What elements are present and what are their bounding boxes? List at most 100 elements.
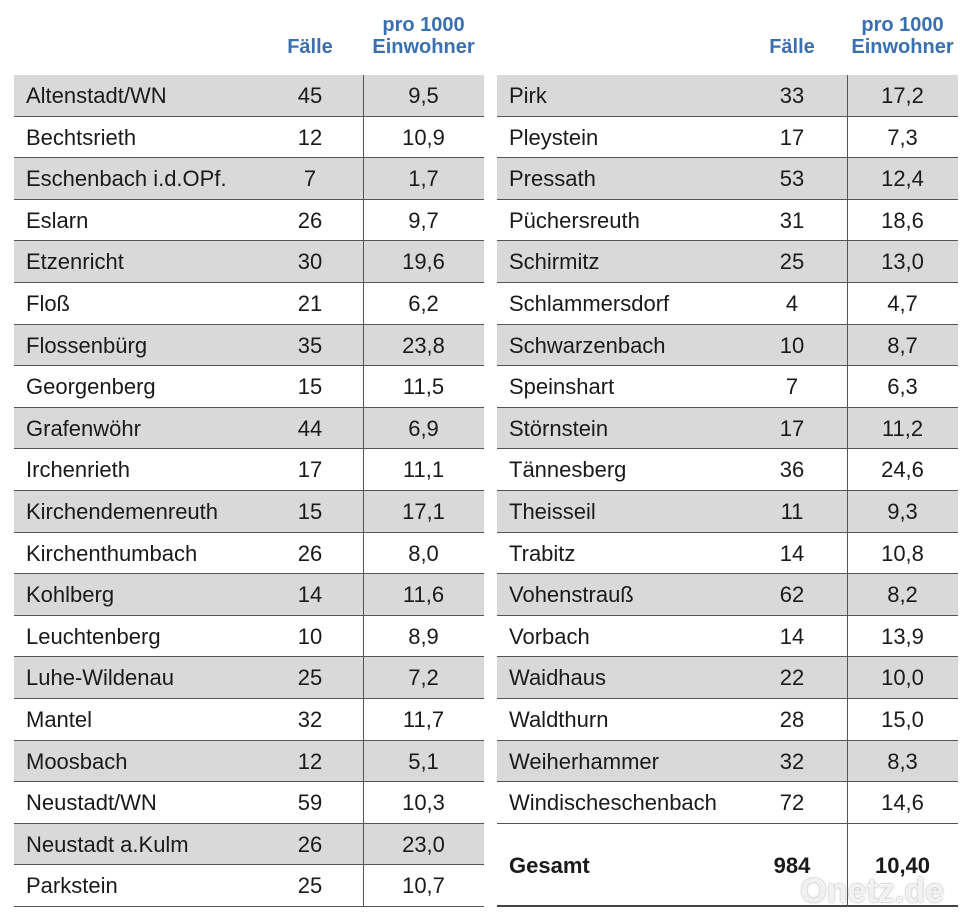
table-row <box>497 116 958 159</box>
cell-cases: 10 <box>297 623 323 649</box>
cell-name: Trabitz <box>509 540 576 566</box>
header-rate: pro 1000 <box>382 14 465 36</box>
table-row <box>497 532 958 575</box>
cell-cases: 14 <box>297 582 323 608</box>
cell-rate: 18,6 <box>881 207 924 233</box>
table-row <box>497 615 958 658</box>
cell-cases: 22 <box>779 665 805 691</box>
cell-cases: 30 <box>297 249 323 275</box>
cell-cases: 11 <box>780 499 804 524</box>
cell-rate: 15,0 <box>881 707 924 732</box>
table-row <box>14 782 484 824</box>
cell-name: Weiherhammer <box>509 748 659 774</box>
cell-cases: 25 <box>779 249 805 275</box>
cell-name: Schlammersdorf <box>509 291 670 316</box>
cell-name: Tännesberg <box>509 457 627 483</box>
cell-name: Eschenbach i.d.OPf. <box>26 166 227 192</box>
cell-cases: 53 <box>779 166 805 192</box>
header-rate: Einwohner <box>851 36 954 58</box>
table-row <box>497 407 958 450</box>
cell-cases: 7 <box>785 374 799 400</box>
header-cases: Fälle <box>769 36 815 58</box>
table-row <box>497 782 958 824</box>
cell-cases: 21 <box>297 291 323 316</box>
cell-name: Moosbach <box>26 748 128 774</box>
cell-rate: 23,8 <box>402 332 445 358</box>
table-row <box>497 241 958 283</box>
cell-cases: 14 <box>779 623 805 649</box>
cell-rate: 8,0 <box>408 540 439 566</box>
cell-rate: 17,2 <box>881 83 924 108</box>
table-row <box>14 283 484 325</box>
table-row <box>14 532 484 575</box>
cell-rate: 19,6 <box>402 249 445 275</box>
cell-rate: 13,0 <box>881 249 924 275</box>
table-row <box>497 491 958 533</box>
total-rate: 10,40 <box>874 852 931 878</box>
table-row <box>14 324 484 367</box>
total-cases: 984 <box>773 852 811 878</box>
cell-rate: 1,7 <box>408 166 439 192</box>
table-row <box>14 241 484 283</box>
table-row <box>497 449 958 491</box>
cell-rate: 9,3 <box>887 499 918 524</box>
cell-cases: 17 <box>779 124 805 150</box>
cell-name: Theisseil <box>509 499 596 524</box>
cell-name: Pirk <box>509 83 547 108</box>
table-row <box>14 865 484 907</box>
cell-name: Pleystein <box>509 124 599 150</box>
header-rate: pro 1000 <box>861 14 944 36</box>
total-name: Gesamt <box>509 852 590 878</box>
cell-cases: 12 <box>297 124 323 150</box>
table-row <box>14 75 484 117</box>
cell-name: Bechtsrieth <box>26 124 137 150</box>
cell-rate: 9,5 <box>408 83 439 108</box>
cell-rate: 12,4 <box>881 166 924 192</box>
table-row <box>497 366 958 408</box>
cell-cases: 72 <box>779 790 805 816</box>
table-row <box>14 491 484 533</box>
cell-name: Altenstadt/WN <box>26 83 167 108</box>
cell-cases: 45 <box>297 83 323 108</box>
cell-name: Vohenstrauß <box>509 582 634 608</box>
cell-rate: 6,9 <box>408 415 439 441</box>
cell-name: Schirmitz <box>509 249 600 275</box>
header-cases: Fälle <box>287 36 333 58</box>
cell-cases: 25 <box>297 665 323 691</box>
cell-cases: 15 <box>297 374 323 400</box>
cell-rate: 8,7 <box>887 332 918 358</box>
cell-rate: 11,5 <box>402 374 445 400</box>
table-row <box>14 199 484 242</box>
table-row <box>14 615 484 658</box>
table-row <box>497 75 958 117</box>
cell-rate: 5,1 <box>408 748 439 774</box>
cell-rate: 9,7 <box>408 207 439 233</box>
cell-name: Waidhaus <box>509 665 607 691</box>
cell-rate: 11,6 <box>402 582 445 608</box>
cell-rate: 7,2 <box>408 665 439 691</box>
cell-name: Neustadt a.Kulm <box>26 831 189 857</box>
cell-name: Speinshart <box>509 374 615 400</box>
table-row <box>497 657 958 699</box>
cell-rate: 11,2 <box>881 415 924 441</box>
cell-rate: 8,9 <box>408 623 439 649</box>
cell-name: Flossenbürg <box>26 332 148 358</box>
cell-cases: 28 <box>779 707 805 732</box>
table-row <box>14 116 484 159</box>
cell-name: Irchenrieth <box>26 457 130 483</box>
cell-cases: 44 <box>297 415 323 441</box>
cell-rate: 11,1 <box>402 457 445 483</box>
table-row <box>497 740 958 783</box>
watermark: Onetz.de <box>800 872 944 910</box>
cell-name: Eslarn <box>26 207 89 233</box>
cell-name: Mantel <box>26 707 93 732</box>
column-separator <box>847 75 848 907</box>
table-row <box>14 657 484 699</box>
table-row <box>14 449 484 491</box>
table-row <box>14 574 484 616</box>
table-row <box>497 324 958 367</box>
cell-rate: 8,3 <box>887 748 918 774</box>
cell-cases: 25 <box>297 873 323 899</box>
cell-cases: 36 <box>779 457 805 483</box>
